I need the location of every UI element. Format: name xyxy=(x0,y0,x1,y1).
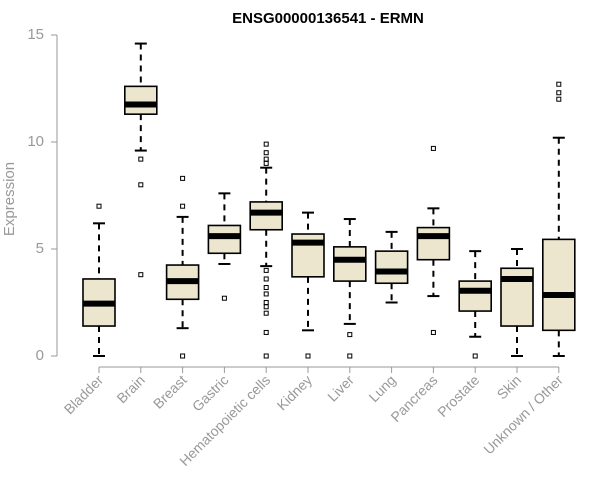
outlier-point xyxy=(263,300,269,305)
y-axis: 0 5 10 15 xyxy=(27,26,58,364)
outlier-point xyxy=(263,276,269,282)
outlier-point xyxy=(263,160,269,166)
outlier-point xyxy=(263,310,269,316)
outlier-point xyxy=(221,295,227,301)
outlier-point xyxy=(305,353,311,359)
outlier-point xyxy=(263,329,269,335)
outlier-point xyxy=(263,150,269,156)
iqr-box xyxy=(124,85,158,115)
outlier-point xyxy=(556,81,562,87)
box-gastric xyxy=(207,192,242,301)
x-tick-label: Brain xyxy=(113,372,147,406)
y-tick-label: 5 xyxy=(36,240,44,257)
chart-title: ENSG00000136541 - ERMN xyxy=(232,10,424,27)
box-breast xyxy=(165,175,200,359)
iqr-box xyxy=(458,280,493,312)
outlier-point xyxy=(96,203,102,209)
box-bladder xyxy=(82,203,116,357)
x-tick-label: Kidney xyxy=(274,372,316,414)
iqr-box xyxy=(541,238,576,332)
outlier-point xyxy=(430,329,436,335)
outlier-point xyxy=(180,203,186,209)
outlier-point xyxy=(263,291,269,297)
outlier-point xyxy=(263,141,269,147)
box-lung xyxy=(374,230,409,304)
x-tick-label: Breast xyxy=(150,372,190,412)
x-tick-label: Skin xyxy=(494,372,525,403)
y-tick-label: 10 xyxy=(27,133,44,150)
x-tick-label: Unknown / Other xyxy=(480,372,566,458)
outlier-point xyxy=(138,156,144,162)
iqr-box xyxy=(207,224,242,255)
outlier-point xyxy=(263,267,269,273)
outlier-point xyxy=(430,145,436,151)
box-liver xyxy=(332,218,367,359)
boxes xyxy=(82,42,576,359)
outlier-point xyxy=(556,96,562,102)
outlier-point xyxy=(263,285,269,291)
outlier-point xyxy=(347,353,353,359)
y-tick-label: 0 xyxy=(36,347,44,364)
outlier-point xyxy=(347,332,353,338)
outlier-point xyxy=(180,353,186,359)
outlier-point xyxy=(556,90,562,96)
iqr-box xyxy=(416,226,451,261)
box-unknown-other xyxy=(541,81,576,357)
x-tick-label: Bladder xyxy=(61,372,107,418)
y-axis-label: Expression xyxy=(1,162,18,236)
iqr-box xyxy=(332,246,367,282)
x-tick-label: Liver xyxy=(324,372,357,405)
outlier-point xyxy=(180,175,186,181)
outlier-point xyxy=(472,353,478,359)
x-tick-label: Prostate xyxy=(434,372,482,420)
iqr-box xyxy=(374,250,409,285)
x-tick-label: Lung xyxy=(365,372,398,405)
box-skin xyxy=(500,248,534,357)
outlier-point xyxy=(138,182,144,188)
outlier-point xyxy=(263,304,269,310)
box-kidney xyxy=(291,211,325,359)
outlier-point xyxy=(263,156,269,162)
box-pancreas xyxy=(416,145,451,335)
box-brain xyxy=(124,42,158,278)
box-prostate xyxy=(458,250,493,359)
y-tick-label: 15 xyxy=(27,26,44,43)
outlier-point xyxy=(138,272,144,278)
outlier-point xyxy=(263,353,269,359)
box-hematopoietic-cells xyxy=(249,141,283,359)
iqr-box xyxy=(249,201,283,231)
